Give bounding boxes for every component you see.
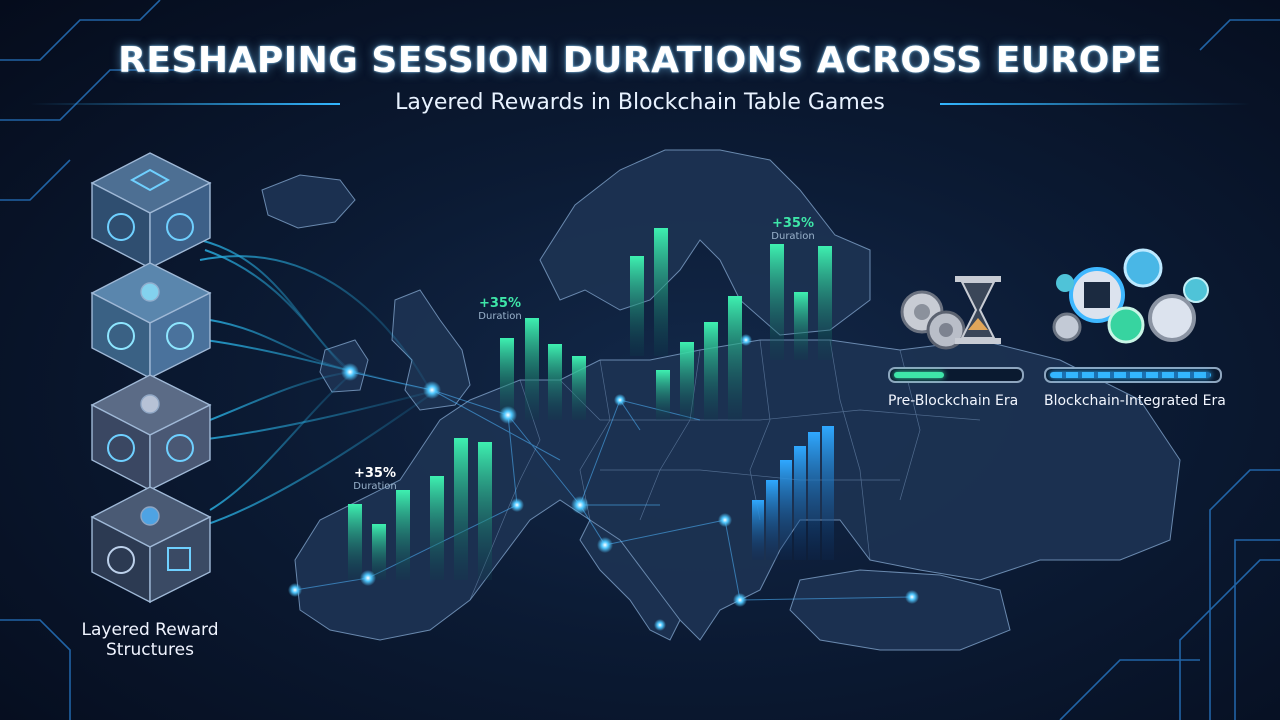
digital-chip-icon <box>1056 274 1074 292</box>
digital-chip-icon <box>1148 294 1196 342</box>
bar <box>525 318 539 420</box>
duration-callout-north: +35% Duration <box>758 216 828 242</box>
city-node <box>288 583 302 597</box>
bar <box>822 426 834 560</box>
cpu-icon <box>167 547 191 571</box>
city-node <box>360 570 376 586</box>
bar <box>770 244 784 360</box>
pre-era-progress-fill <box>894 372 944 378</box>
duration-callout-west: +35% Duration <box>340 466 410 492</box>
page-subtitle: Layered Rewards in Blockchain Table Game… <box>395 90 885 115</box>
pre-era-progress-bar <box>888 367 1024 383</box>
bar <box>752 500 764 560</box>
data-streams <box>199 239 431 526</box>
subtitle-rule-right <box>940 103 1250 105</box>
bar-cluster-north <box>630 228 832 420</box>
bar <box>454 438 468 580</box>
bar <box>728 296 742 420</box>
city-node <box>423 381 441 399</box>
duration-unit: Duration <box>353 481 397 492</box>
duration-unit: Duration <box>478 311 522 322</box>
duration-percent: +35% <box>353 466 396 481</box>
pre-era-icons <box>900 276 1001 350</box>
target-icon <box>107 546 135 574</box>
city-node <box>571 496 589 514</box>
digital-chip-icon <box>1107 306 1145 344</box>
bar <box>396 490 410 580</box>
duration-percent: +35% <box>771 216 814 231</box>
city-node <box>718 513 732 527</box>
post-era-progress-bar <box>1044 367 1222 383</box>
pre-era-label: Pre-Blockchain Era <box>888 393 1019 409</box>
flower-icon <box>140 394 160 414</box>
duration-unit: Duration <box>771 231 815 242</box>
flower-icon <box>140 506 160 526</box>
bar <box>780 460 792 560</box>
bar <box>548 344 562 420</box>
bar <box>430 476 444 580</box>
bar <box>572 356 586 420</box>
duration-percent: +35% <box>478 296 521 311</box>
key-icon <box>107 434 135 462</box>
bar-cluster-west <box>348 438 492 580</box>
city-node <box>499 406 517 424</box>
digital-chip-icon <box>1052 312 1082 342</box>
reward-cube <box>90 486 212 604</box>
city-node <box>905 590 919 604</box>
dollar-coin-icon <box>166 434 194 462</box>
city-node <box>733 593 747 607</box>
post-era-icons <box>1052 248 1209 344</box>
hourglass-icon <box>955 276 1001 344</box>
bar <box>500 338 514 420</box>
bar <box>766 480 778 560</box>
bar-cluster-east <box>752 426 834 560</box>
bar <box>680 342 694 420</box>
reward-cube <box>90 152 212 270</box>
bar-cluster-central <box>500 318 586 420</box>
gear-icon <box>107 322 135 350</box>
cube-caption-line-1: Layered Reward <box>81 620 219 640</box>
bar <box>704 322 718 420</box>
city-node <box>740 334 752 346</box>
post-era-label: Blockchain-Integrated Era <box>1044 393 1226 409</box>
cube-stack-caption: Layered Reward Structures <box>60 620 240 660</box>
network-icon <box>166 322 194 350</box>
coin-icon <box>166 213 194 241</box>
bar <box>654 228 668 356</box>
reward-cube <box>90 262 212 380</box>
digital-chip-icon <box>1123 248 1163 288</box>
city-node <box>614 394 626 406</box>
shield-icon <box>107 213 135 241</box>
bar <box>348 504 362 580</box>
city-node <box>510 498 524 512</box>
city-node <box>654 619 666 631</box>
reward-cube-stack <box>90 152 212 604</box>
city-node <box>597 537 613 553</box>
bar <box>808 432 820 560</box>
cube-caption-line-2: Structures <box>106 640 194 660</box>
city-node <box>341 363 359 381</box>
digital-chip-icon <box>1183 277 1209 303</box>
network-lines <box>294 371 913 601</box>
bar <box>818 246 832 360</box>
city-nodes <box>288 334 919 631</box>
subtitle-rule-left <box>30 103 340 105</box>
reward-cube <box>90 374 212 492</box>
post-era-progress-fill <box>1050 372 1211 378</box>
chip-icon <box>129 168 171 192</box>
europe-map <box>261 149 1181 651</box>
bar <box>630 256 644 356</box>
duration-callout-central: +35% Duration <box>465 296 535 322</box>
bar <box>794 292 808 360</box>
bar <box>478 442 492 580</box>
page-title: RESHAPING SESSION DURATIONS ACROSS EUROP… <box>118 40 1162 81</box>
flower-icon <box>140 282 160 302</box>
bar <box>656 370 670 420</box>
bar <box>794 446 806 560</box>
bar <box>372 524 386 580</box>
